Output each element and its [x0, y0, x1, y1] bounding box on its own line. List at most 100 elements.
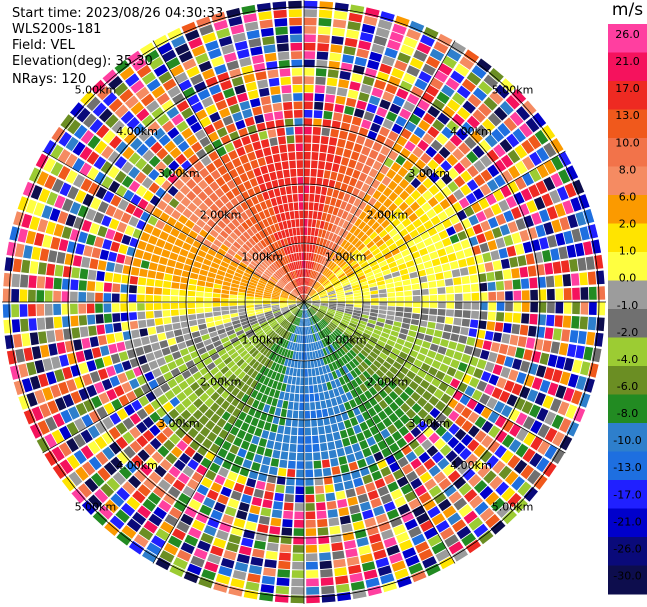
range-gate: [220, 261, 229, 268]
range-gate: [377, 317, 386, 323]
range-gate: [129, 312, 138, 321]
range-gate: [58, 239, 69, 252]
range-gate: [319, 276, 326, 284]
range-gate: [362, 308, 370, 312]
range-gate: [329, 300, 337, 302]
range-gate: [438, 63, 453, 76]
range-gate: [254, 327, 262, 334]
range-gate: [281, 291, 289, 296]
range-gate: [332, 550, 345, 560]
range-gate: [298, 269, 302, 278]
range-gate: [167, 378, 178, 389]
range-gate: [327, 372, 334, 381]
range-gate: [48, 250, 58, 263]
range-gate: [270, 224, 277, 233]
range-gate: [347, 89, 359, 99]
range-gate: [244, 116, 255, 127]
range-gate: [404, 386, 415, 396]
range-gate: [467, 439, 480, 452]
range-gate: [305, 310, 309, 318]
range-gate: [287, 323, 293, 332]
range-gate: [409, 324, 419, 332]
range-gate: [328, 179, 336, 189]
range-gate: [458, 258, 467, 268]
range-gate: [116, 253, 126, 264]
range-gate: [147, 492, 161, 505]
range-gate: [363, 111, 375, 122]
range-gate: [254, 382, 263, 391]
range-gate: [283, 375, 289, 384]
range-gate: [335, 312, 344, 317]
range-gate: [334, 482, 344, 492]
range-gate: [280, 76, 291, 86]
range-gate: [212, 302, 221, 307]
range-gate: [488, 302, 497, 311]
range-gate: [354, 56, 367, 67]
range-gate: [359, 32, 374, 43]
range-gate: [164, 273, 173, 281]
range-gate: [350, 389, 359, 398]
range-gate: [299, 210, 304, 219]
range-gate: [308, 202, 314, 211]
range-gate: [112, 283, 121, 293]
range-gate: [304, 402, 310, 411]
range-gate: [121, 360, 132, 371]
range-gate: [335, 490, 346, 500]
range-gate: [304, 277, 307, 286]
range-gate: [388, 202, 398, 213]
range-gate: [214, 64, 227, 75]
range-gate: [231, 218, 240, 228]
range-gate: [11, 304, 20, 318]
range-gate: [123, 404, 136, 416]
range-gate: [413, 106, 426, 119]
range-gate: [195, 341, 205, 350]
range-gate: [317, 286, 324, 292]
range-gate: [230, 490, 242, 501]
range-gate: [167, 361, 177, 371]
range-gate: [306, 286, 309, 294]
range-gate: [380, 145, 391, 156]
range-gate: [304, 84, 314, 93]
range-gate: [268, 319, 276, 325]
range-gate: [325, 270, 332, 277]
range-gate: [264, 386, 271, 396]
range-gate: [110, 194, 122, 207]
range-gate: [249, 505, 261, 515]
range-gate: [96, 124, 110, 139]
range-gate: [362, 302, 371, 305]
range-gate: [555, 232, 566, 246]
range-gate: [304, 294, 307, 302]
range-gate: [241, 320, 250, 326]
range-gate: [38, 331, 48, 344]
range-gate: [371, 541, 385, 552]
range-gate: [325, 355, 331, 364]
range-gate: [278, 204, 285, 213]
range-gate: [351, 281, 359, 287]
range-gate: [328, 295, 337, 298]
range-gate: [81, 219, 92, 232]
range-gate: [287, 469, 296, 478]
range-gate: [336, 87, 348, 97]
azimuth-spoke: [42, 301, 305, 454]
range-gate: [89, 258, 99, 270]
range-gate: [120, 502, 136, 517]
range-gate: [121, 321, 130, 331]
range-gate: [511, 268, 520, 279]
range-gate: [466, 71, 482, 86]
range-gate: [465, 453, 478, 467]
range-gate: [486, 455, 499, 469]
range-gate: [61, 303, 70, 315]
range-gate: [188, 278, 198, 285]
range-gate: [19, 289, 28, 302]
range-gate: [328, 232, 334, 241]
range-gate: [475, 211, 487, 223]
range-gate: [276, 170, 284, 179]
range-gate: [291, 376, 297, 385]
range-gate: [179, 296, 187, 302]
range-gate: [94, 488, 109, 504]
range-gate: [198, 323, 207, 330]
range-gate: [280, 305, 288, 309]
range-gate: [381, 348, 391, 356]
range-gate: [515, 443, 529, 458]
range-gate: [203, 338, 212, 346]
